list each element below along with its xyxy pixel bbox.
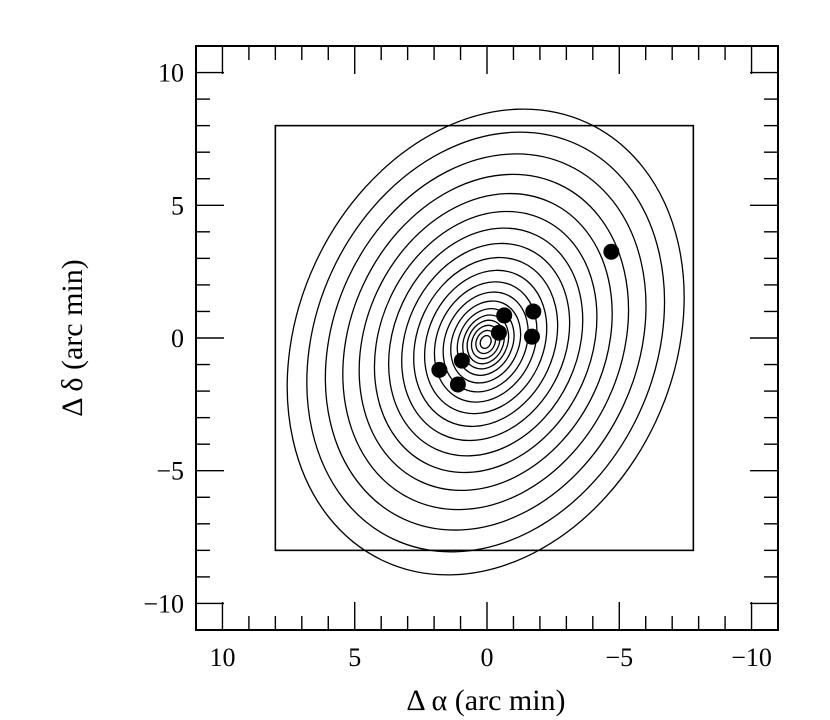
y-tick-label: 5 [171,191,184,220]
contour-level-13 [387,227,584,457]
x-tick-labels: 10 5 0 −5 −10 [209,643,771,672]
contour-level-16 [342,173,630,511]
plot-border [195,45,779,631]
data-point-3 [523,328,540,345]
contour-level-17 [324,153,647,531]
x-tick-label: −5 [605,643,633,672]
plot-frame [195,45,779,631]
data-point-6 [431,361,448,378]
y-tick-label: 0 [171,324,184,353]
field-box [274,124,695,552]
data-point-2 [525,303,542,320]
axis-ticks [195,45,779,631]
y-tick-labels: 10 5 0 −5 −10 [143,59,184,619]
contour-level-10 [423,269,548,415]
contour-level-15 [358,192,613,492]
contour-level-1 [479,334,492,350]
contour-level-7 [450,300,522,384]
data-point-4 [496,307,513,324]
y-tick-label: 10 [158,59,184,88]
contour-lines [286,108,685,576]
contour-level-14 [373,210,598,474]
contour-level-12 [401,242,571,442]
x-tick-label: 0 [481,643,494,672]
x-axis-label: Δ α (arc min) [406,684,565,717]
x-tick-label: −10 [731,643,772,672]
contour-level-11 [413,256,559,428]
contour-level-18 [306,131,666,553]
y-tick-label: −5 [156,457,184,486]
data-point-1 [603,243,620,260]
contour-level-6 [456,308,515,376]
y-tick-label: −10 [143,589,184,618]
data-point-8 [449,376,466,393]
data-point-7 [453,352,470,369]
field-box-outline [274,124,695,552]
contour-level-4 [466,319,505,365]
contour-level-2 [475,329,497,355]
contour-level-3 [470,324,501,360]
contour-level-9 [433,281,538,403]
data-points [431,243,620,393]
x-tick-label: 5 [348,643,361,672]
y-axis-label: Δ δ (arc min) [56,259,89,417]
data-point-5 [490,324,507,341]
x-tick-label: 10 [209,643,235,672]
